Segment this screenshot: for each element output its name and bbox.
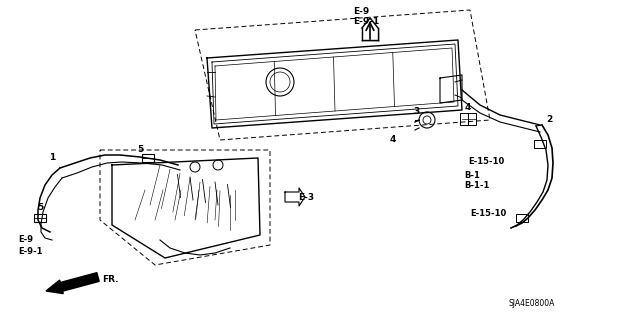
Bar — [516, 214, 528, 222]
Text: B-1-1: B-1-1 — [464, 182, 490, 190]
Text: FR.: FR. — [102, 276, 118, 285]
Bar — [34, 214, 46, 222]
Text: 4: 4 — [465, 102, 471, 112]
Polygon shape — [362, 18, 378, 40]
FancyArrow shape — [46, 273, 99, 293]
Text: SJA4E0800A: SJA4E0800A — [509, 299, 555, 308]
Text: E-9: E-9 — [353, 8, 369, 17]
Text: E-9: E-9 — [18, 235, 33, 244]
Text: 3: 3 — [413, 108, 419, 116]
Text: 1: 1 — [49, 153, 55, 162]
Text: 5: 5 — [37, 204, 43, 212]
Text: E-9-1: E-9-1 — [353, 18, 380, 26]
Text: 5: 5 — [137, 145, 143, 154]
Bar — [534, 140, 546, 148]
Text: E-9-1: E-9-1 — [18, 247, 42, 256]
Text: 2: 2 — [546, 115, 552, 124]
Text: E-3: E-3 — [298, 192, 314, 202]
Bar — [460, 113, 476, 125]
Bar — [142, 154, 154, 162]
Text: E-15-10: E-15-10 — [468, 158, 504, 167]
Text: E-15-10: E-15-10 — [470, 210, 506, 219]
Polygon shape — [285, 188, 305, 206]
Text: B-1: B-1 — [464, 170, 480, 180]
Text: 4: 4 — [390, 136, 396, 145]
